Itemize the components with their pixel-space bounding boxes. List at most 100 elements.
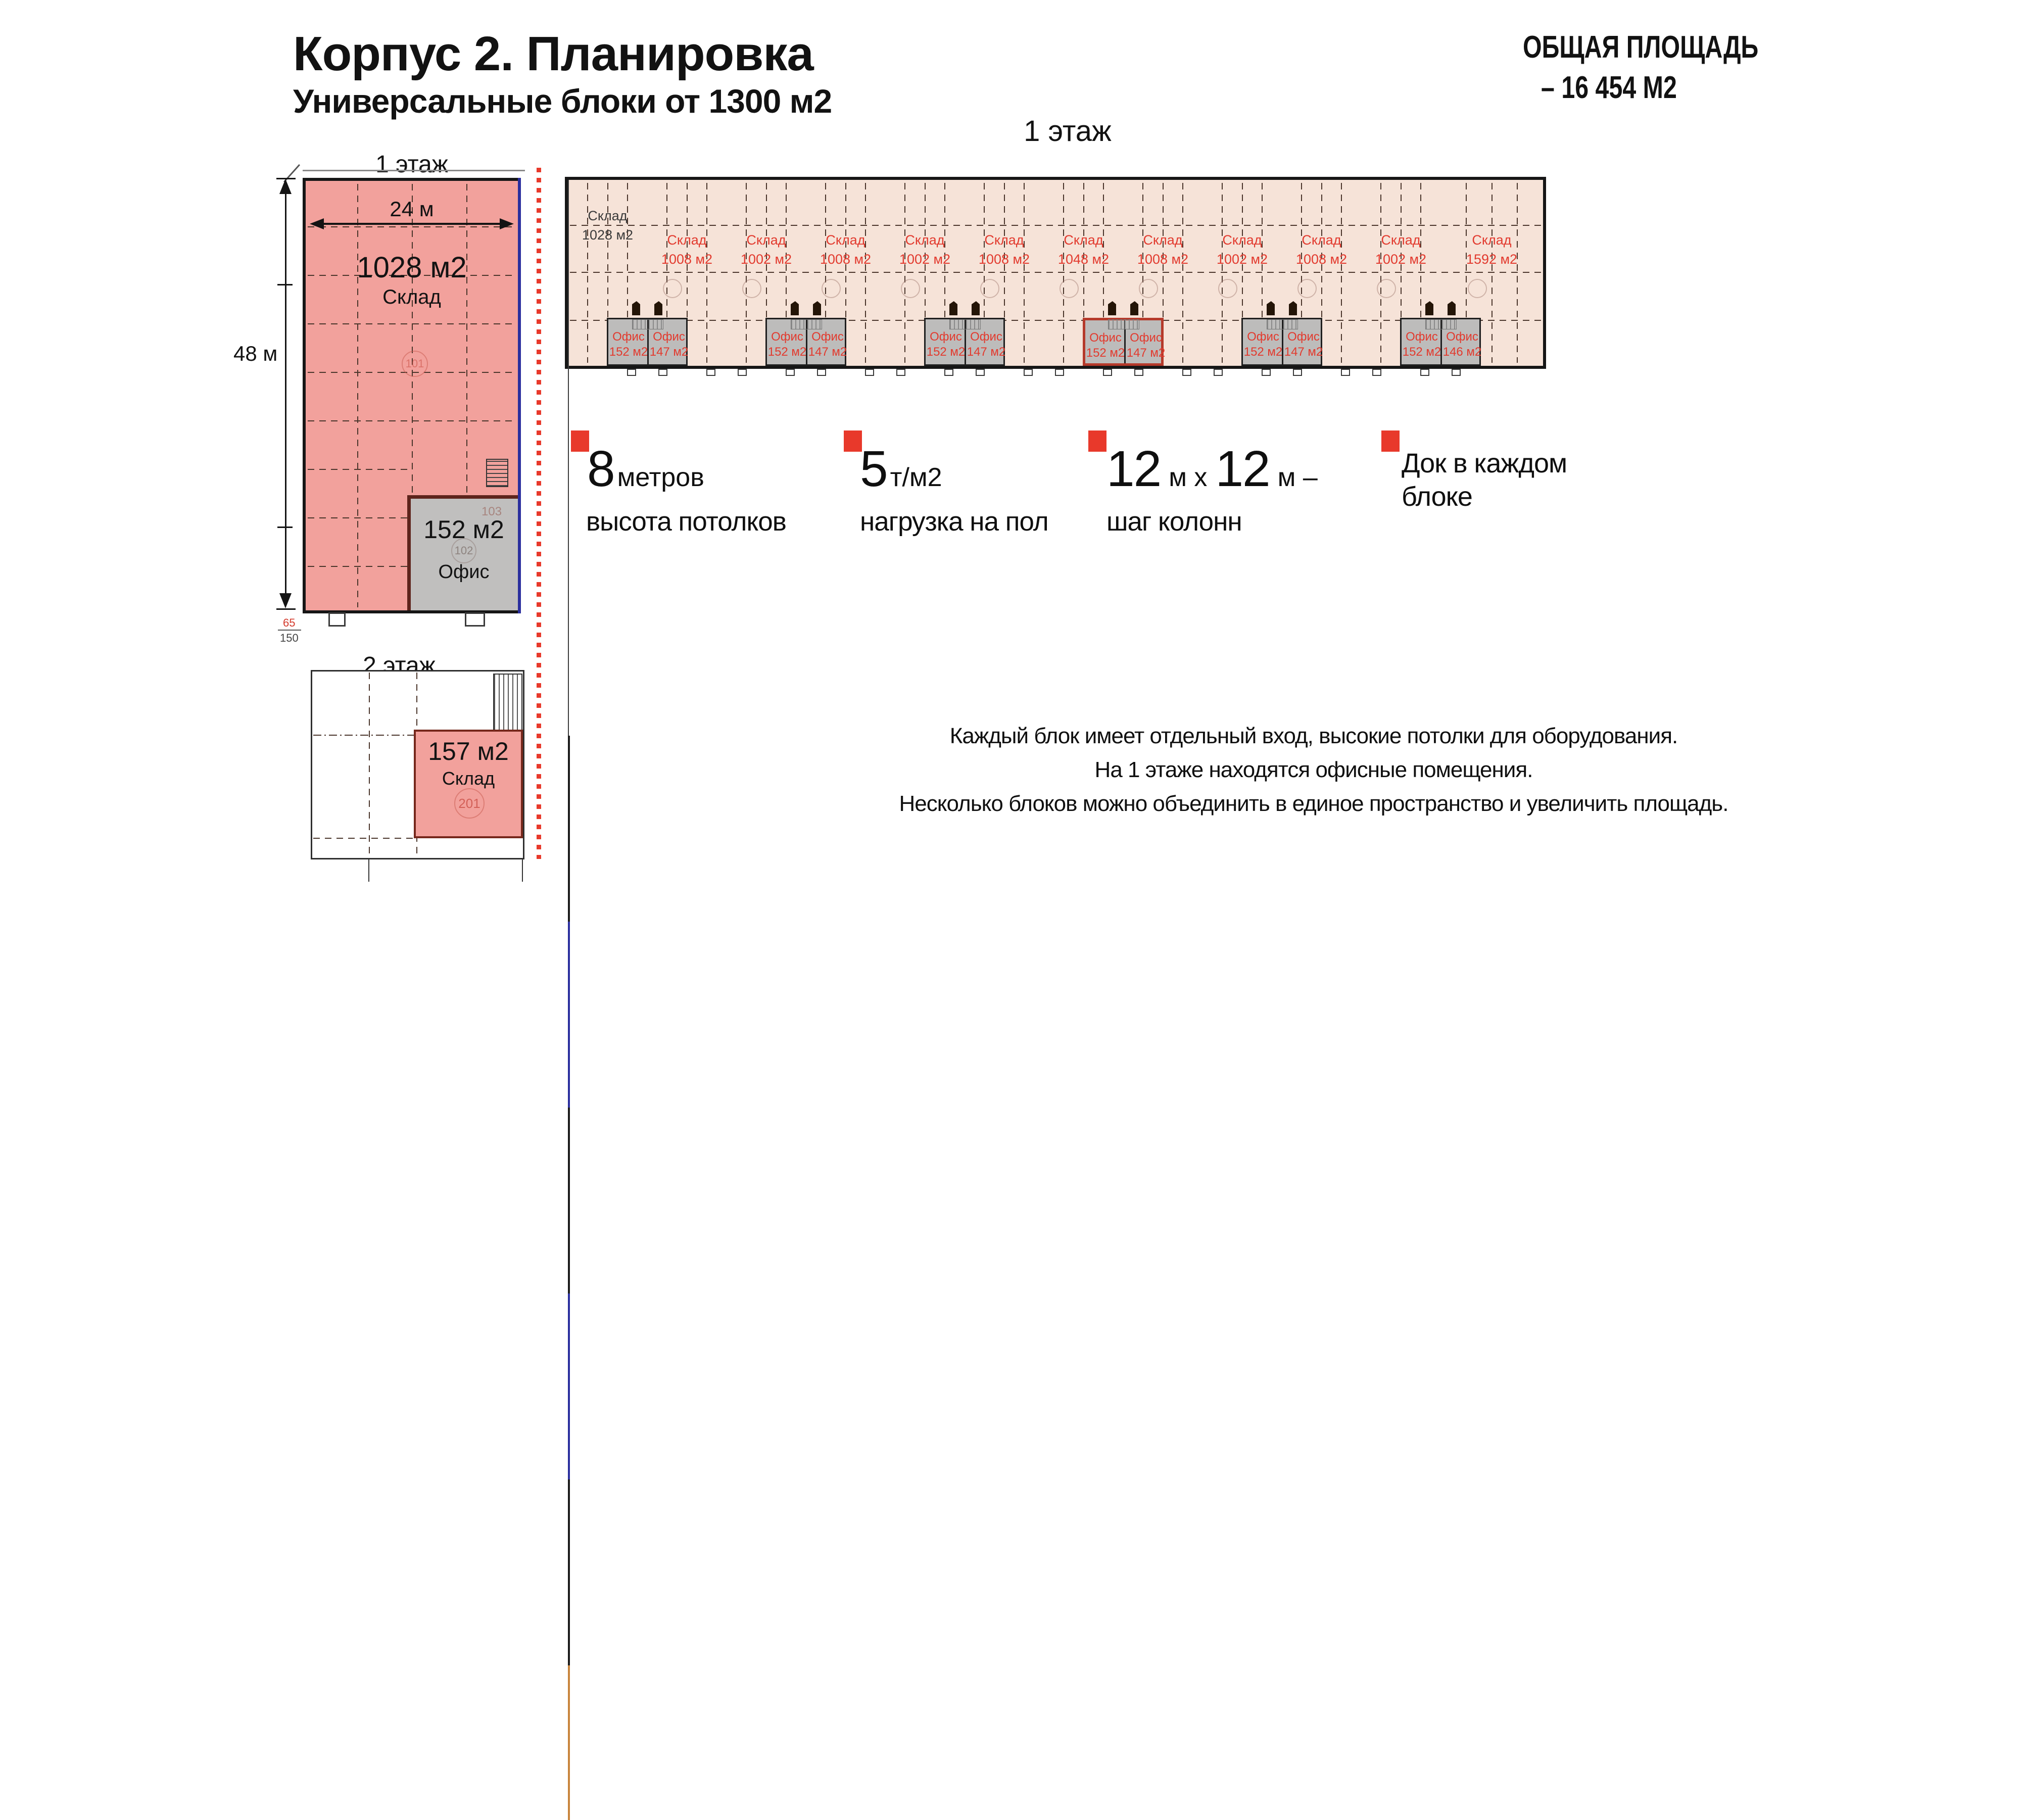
- grid-tick: [568, 391, 569, 402]
- office-type-label: Офис: [970, 330, 1002, 344]
- total-area-label: ОБЩАЯ ПЛОЩАДЬ: [1523, 30, 1759, 65]
- room-number: 101: [405, 357, 424, 370]
- grid-line-vertical: [1517, 183, 1518, 363]
- grid-line-vertical: [706, 183, 707, 363]
- column-mark: [1467, 279, 1487, 298]
- grid-line-vertical: [1222, 183, 1223, 363]
- door-opening: [1341, 369, 1350, 376]
- grid-tick: [568, 436, 569, 447]
- feature-ceiling-value: 8 метров: [587, 444, 704, 494]
- grid-line-vertical: [904, 183, 906, 363]
- door-opening: [1372, 369, 1381, 376]
- grid-line-vertical: [666, 183, 668, 363]
- wall-stub: [522, 859, 523, 882]
- office-area-label: 147 м2: [649, 345, 689, 359]
- block-area-label: 1002 м2: [1216, 252, 1268, 267]
- office-divider: [965, 319, 966, 364]
- block-type-label: Склад: [1381, 232, 1421, 248]
- dock-door-icon: [813, 301, 821, 315]
- dimension-tick: [278, 630, 301, 631]
- office-room: 152 м2 Офис 102 103: [407, 495, 518, 610]
- room-number-circle: 102: [451, 538, 476, 563]
- grid-line-vertical: [825, 183, 827, 363]
- grid-tick: [568, 247, 569, 258]
- plan-a-canvas: 24 м 1028 м2 Склад 101 152 м2 Офис 102 1…: [303, 178, 521, 613]
- door-opening: [1134, 369, 1143, 376]
- office-pair: Офис 152 м2 Офис 147 м2: [607, 318, 688, 366]
- arrow-right-icon: [500, 218, 514, 229]
- grid-tick: [568, 202, 569, 213]
- plan-long-canvas: Склад 1028 м2 Склад 1008 м2 Склад 1002 м2 Скла…: [565, 177, 1546, 1820]
- plan-b-canvas: 157 м2 Склад 201: [311, 670, 524, 859]
- block-area-label: 1008 м2: [661, 252, 713, 267]
- office-type-label: Офис: [771, 330, 803, 344]
- office-area-label: 152 м2: [1243, 345, 1283, 359]
- page-title: Корпус 2. Планировка: [293, 27, 814, 81]
- column-mark: [900, 279, 920, 298]
- arrow-up-icon: [279, 179, 292, 194]
- grid-line-vertical: [686, 183, 688, 363]
- door-opening: [1420, 369, 1429, 376]
- grid-line-vertical: [845, 183, 846, 363]
- stairs-icon: [949, 319, 981, 329]
- grid-tick: [568, 536, 569, 547]
- grid-tick: [568, 547, 569, 558]
- grid-tick: [568, 669, 569, 680]
- block-divider: [568, 1108, 570, 1294]
- grid-tick: [568, 458, 569, 469]
- door-opening: [944, 369, 953, 376]
- door-opening: [1293, 369, 1302, 376]
- office-room: Офис 147 м2: [649, 319, 689, 364]
- door-opening: [1452, 369, 1461, 376]
- office-type-label: Офис: [653, 330, 685, 344]
- block-type-label: Склад: [905, 232, 945, 248]
- grid-line-horizontal: [308, 517, 409, 518]
- note-line: Каждый блок имеет отдельный вход, высоки…: [949, 724, 1678, 748]
- feature-unit: м –: [1277, 463, 1318, 492]
- block-divider: [568, 1479, 570, 1665]
- warehouse-room: 157 м2 Склад 201: [414, 730, 523, 838]
- office-area-label: 147 м2: [967, 345, 1006, 359]
- feature-number: 8: [587, 441, 615, 497]
- dock-door-icon: [791, 301, 799, 315]
- warehouse-area-label: 1028 м2: [357, 251, 467, 284]
- dock-door-icon: [1130, 301, 1138, 315]
- grid-line-vertical: [1340, 183, 1342, 363]
- grid-line-vertical: [1182, 183, 1183, 363]
- grid-tick: [568, 491, 569, 502]
- wall-line: [303, 170, 525, 171]
- grid-tick: [568, 380, 569, 391]
- grid-line-vertical: [924, 183, 926, 363]
- block-label: Склад 1002 м2: [726, 230, 807, 269]
- door-opening: [738, 369, 747, 376]
- grid-tick: [568, 180, 569, 191]
- door-opening: [1214, 369, 1223, 376]
- office-area-label: 146 м2: [1442, 345, 1482, 359]
- office-pair: Офис 152 м2 Офис 147 м2: [924, 318, 1005, 366]
- door-opening: [896, 369, 905, 376]
- column-mark: [980, 279, 999, 298]
- door-opening: [865, 369, 874, 376]
- stairs-icon: [1267, 319, 1298, 329]
- grid-line-horizontal: [570, 272, 1541, 273]
- grid-tick: [568, 725, 569, 736]
- office-type-label: Офис: [1446, 330, 1478, 344]
- wall-line: [518, 178, 521, 613]
- grid-tick: [568, 647, 569, 658]
- grid-line-vertical: [765, 183, 767, 363]
- grid-line-vertical: [357, 184, 358, 607]
- grid-tick: [568, 402, 569, 413]
- office-room: Офис 147 м2: [966, 319, 1006, 364]
- office-area-label: 152 м2: [609, 345, 648, 359]
- grid-line-vertical: [1023, 183, 1025, 363]
- grid-tick: [568, 358, 569, 369]
- column-mark: [662, 279, 682, 298]
- office-area-label: 147 м2: [1284, 345, 1323, 359]
- grid-tick: [568, 480, 569, 491]
- room-number-circle: 201: [454, 788, 485, 819]
- feature-grid-caption: шаг колонн: [1106, 507, 1242, 537]
- grid-line-horizontal: [308, 566, 409, 567]
- stairs-icon: [1425, 319, 1457, 329]
- office-area-label: 147 м2: [1126, 346, 1166, 360]
- grid-line-vertical: [1380, 183, 1382, 363]
